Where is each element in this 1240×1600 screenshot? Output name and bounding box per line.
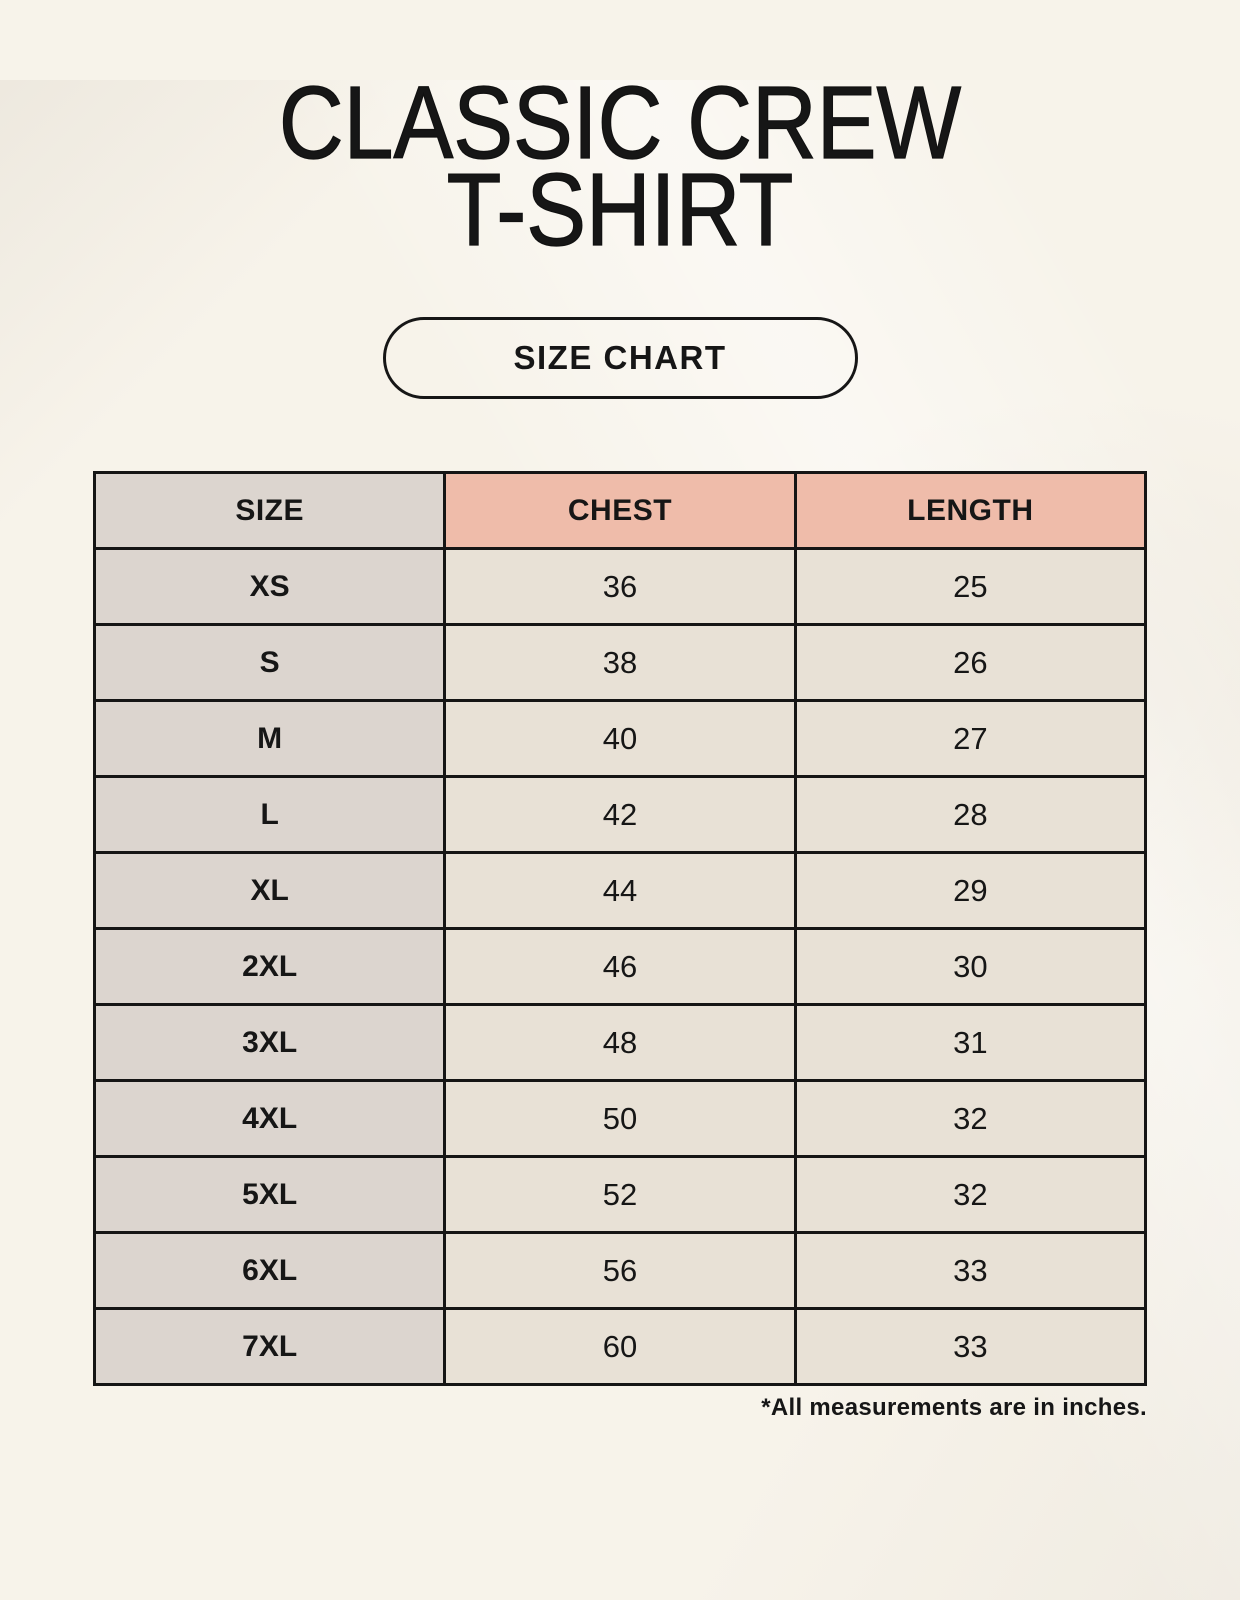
chest-cell: 56 — [443, 1231, 797, 1311]
size-cell: 6XL — [92, 1231, 447, 1311]
chest-cell: 44 — [443, 851, 797, 931]
length-cell: 32 — [793, 1155, 1148, 1235]
length-cell: 28 — [793, 775, 1148, 855]
table-row: 3XL 48 31 — [92, 1003, 1148, 1083]
table-row: 5XL 52 32 — [92, 1155, 1148, 1235]
size-cell: S — [92, 623, 447, 703]
size-cell: XL — [92, 851, 447, 931]
length-cell: 32 — [793, 1079, 1148, 1159]
chest-cell: 42 — [443, 775, 797, 855]
length-cell: 30 — [793, 927, 1148, 1007]
size-chart-table: SIZE CHEST LENGTH XS 36 25 S 38 26 M 40 … — [92, 471, 1148, 1387]
size-cell: L — [92, 775, 447, 855]
length-cell: 25 — [793, 547, 1148, 627]
table-row: 7XL 60 33 — [92, 1307, 1148, 1387]
length-cell: 29 — [793, 851, 1148, 931]
length-cell: 26 — [793, 623, 1148, 703]
length-cell: 31 — [793, 1003, 1148, 1083]
length-cell: 33 — [793, 1231, 1148, 1311]
length-cell: 33 — [793, 1307, 1148, 1387]
chest-cell: 50 — [443, 1079, 797, 1159]
size-cell: M — [92, 699, 447, 779]
size-cell: 5XL — [92, 1155, 447, 1235]
table-row: XS 36 25 — [92, 547, 1148, 627]
size-chart-button[interactable]: SIZE CHART — [382, 317, 858, 400]
measurements-footnote: *All measurements are in inches. — [761, 1394, 1147, 1422]
table-row: 6XL 56 33 — [92, 1231, 1148, 1311]
size-cell: XS — [92, 547, 447, 627]
size-cell: 4XL — [92, 1079, 447, 1159]
chest-cell: 52 — [443, 1155, 797, 1235]
table-row: S 38 26 — [92, 623, 1148, 703]
table-header-row: SIZE CHEST LENGTH — [92, 471, 1148, 551]
page-title: CLASSIC CREW T-SHIRT — [81, 65, 1160, 267]
size-cell: 7XL — [92, 1307, 447, 1387]
size-cell: 2XL — [92, 927, 447, 1007]
page-title-line1: CLASSIC CREW — [278, 65, 962, 180]
chest-cell: 60 — [443, 1307, 797, 1387]
header-chest: CHEST — [443, 471, 797, 551]
header-size: SIZE — [92, 471, 447, 551]
table-row: 4XL 50 32 — [92, 1079, 1148, 1159]
chest-cell: 38 — [443, 623, 797, 703]
length-cell: 27 — [793, 699, 1148, 779]
table-row: M 40 27 — [92, 699, 1148, 779]
table-row: 2XL 46 30 — [92, 927, 1148, 1007]
chest-cell: 48 — [443, 1003, 797, 1083]
page-title-line2: T-SHIRT — [446, 151, 794, 267]
header-length: LENGTH — [793, 471, 1148, 551]
table-row: XL 44 29 — [92, 851, 1148, 931]
table-row: L 42 28 — [92, 775, 1148, 855]
chest-cell: 40 — [443, 699, 797, 779]
chest-cell: 36 — [443, 547, 797, 627]
size-cell: 3XL — [92, 1003, 447, 1083]
size-chart-poster: CLASSIC CREW T-SHIRT SIZE CHART SIZE CHE… — [0, 65, 1240, 1422]
chest-cell: 46 — [443, 927, 797, 1007]
